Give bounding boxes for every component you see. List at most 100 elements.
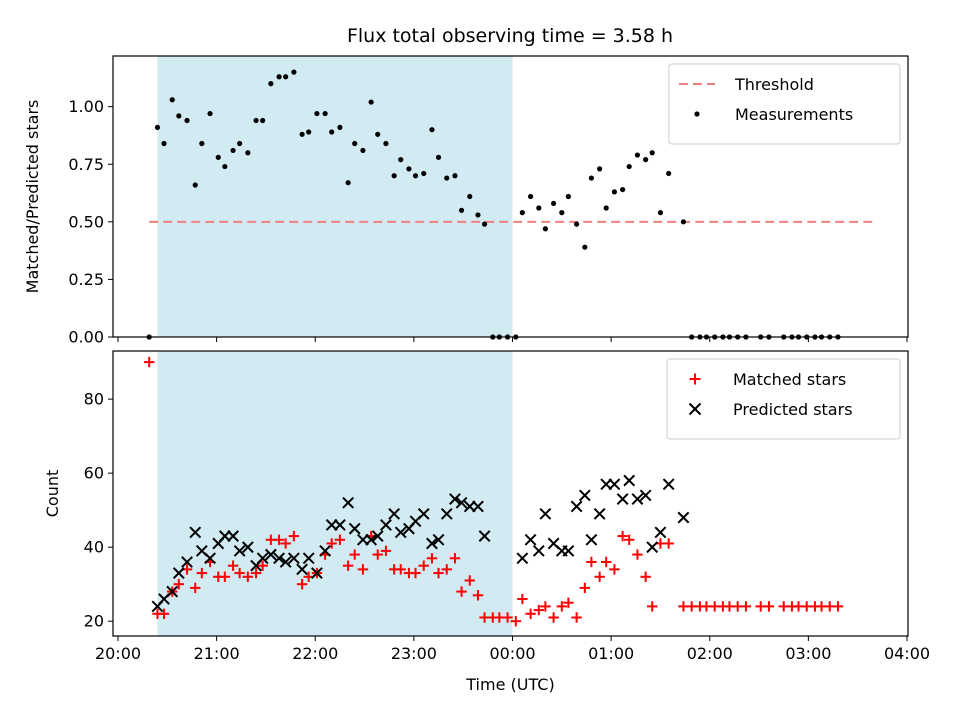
y-tick-label: 0.25	[68, 270, 104, 289]
x-tick-label: 20:00	[95, 644, 141, 663]
data-point-plus	[426, 553, 438, 564]
data-point-x	[256, 552, 269, 565]
data-point-dot	[467, 193, 473, 200]
highlight-span-rect	[157, 351, 513, 636]
x-tick-label: 04:00	[884, 644, 930, 663]
data-point-plus	[418, 560, 429, 571]
data-point-x	[227, 530, 239, 542]
data-point-x	[646, 541, 659, 554]
data-point-x	[623, 474, 636, 487]
data-point-dot	[421, 170, 427, 177]
data-point-dot	[230, 147, 236, 154]
data-point-plus	[763, 601, 775, 612]
legend-box	[666, 358, 901, 440]
data-point-plus	[410, 567, 421, 579]
x-tick-label: 22:00	[292, 644, 338, 663]
data-point-x	[342, 496, 355, 509]
data-point-dot	[429, 127, 435, 133]
data-point-dot	[680, 219, 687, 225]
x-tick-label: 01:00	[588, 644, 634, 663]
data-point-dot	[550, 200, 557, 207]
data-point-x	[394, 526, 407, 539]
data-point-dot	[475, 212, 481, 218]
data-point-x	[593, 507, 606, 520]
y-tick-label: 60	[84, 464, 104, 483]
x-tick-label: 23:00	[391, 644, 437, 663]
x-axis-label: Time (UTC)	[465, 675, 554, 694]
data-point-plus	[600, 556, 612, 568]
data-point-plus	[647, 601, 658, 612]
y-tick-label: 1.00	[68, 97, 104, 116]
data-point-dot	[666, 170, 672, 177]
data-point-dot	[329, 129, 335, 135]
data-point-dot	[444, 175, 450, 181]
legend-handle-x	[688, 402, 702, 416]
data-point-plus	[563, 597, 574, 608]
data-point-dot	[237, 140, 243, 147]
data-point-plus	[342, 560, 354, 571]
bottom-panel-y-ticks: 20 40 60 80	[84, 390, 113, 631]
data-point-dot	[276, 74, 282, 80]
data-point-plus	[357, 564, 369, 575]
data-point-dot	[649, 150, 655, 156]
data-point-x	[654, 526, 667, 539]
data-point-x	[166, 585, 179, 598]
data-point-dot	[657, 210, 664, 216]
data-point-dot	[643, 157, 649, 163]
data-point-x	[562, 544, 575, 557]
data-point-dot	[222, 163, 228, 170]
top-panel: 0.00 0.25 0.50 0.75 1.00 Matched/Predicted s…	[23, 55, 909, 347]
count-points	[144, 356, 844, 627]
data-point-dot	[603, 205, 609, 211]
data-point-dot	[458, 207, 465, 213]
bottom-panel-legend: Matched stars Predicted stars	[666, 358, 901, 440]
data-point-plus	[571, 612, 582, 623]
data-point-dot	[215, 154, 221, 160]
top-panel-x-ticks	[117, 337, 908, 342]
data-point-dot	[634, 152, 641, 158]
data-point-plus	[257, 560, 268, 571]
data-point-dot	[519, 210, 525, 216]
data-point-dot	[352, 140, 358, 147]
bottom-panel: 20 40 60 80 20:00 21:00 22:00 23:00 00:00 01:00 0…	[43, 350, 930, 663]
data-point-dot	[574, 221, 580, 227]
data-point-x	[365, 533, 378, 546]
data-point-x	[264, 548, 277, 561]
data-point-plus	[158, 608, 170, 619]
data-point-x	[181, 556, 193, 568]
data-point-dot	[620, 186, 626, 193]
data-point-plus	[395, 564, 406, 575]
data-point-dot	[383, 140, 389, 147]
data-point-plus	[280, 538, 291, 549]
data-point-dot	[412, 173, 419, 179]
data-point-plus	[548, 612, 559, 623]
data-point-plus	[372, 549, 383, 560]
data-point-plus	[525, 608, 536, 619]
data-point-dot	[588, 175, 595, 181]
data-point-plus	[579, 582, 591, 594]
top-panel-frame	[112, 55, 909, 338]
data-point-dot	[345, 180, 351, 186]
data-point-dot	[161, 140, 167, 147]
data-point-dot	[360, 147, 366, 154]
data-point-dot	[435, 154, 442, 160]
data-point-plus	[273, 534, 285, 545]
y-tick-label: 0.50	[68, 212, 104, 231]
data-point-dot	[542, 226, 548, 232]
y-tick-label: 40	[84, 538, 104, 557]
x-tick-label: 03:00	[785, 644, 831, 663]
legend-label: Predicted stars	[733, 400, 853, 419]
data-point-plus	[433, 567, 444, 579]
data-point-dot	[527, 193, 534, 200]
data-point-dot	[582, 244, 588, 250]
data-point-x	[319, 544, 332, 557]
data-point-x	[310, 567, 323, 579]
data-point-plus	[832, 601, 844, 612]
data-point-dot	[268, 81, 274, 87]
x-tick-label: 02:00	[687, 644, 733, 663]
data-point-x	[616, 493, 629, 505]
data-point-x	[639, 489, 652, 502]
data-point-plus	[296, 578, 308, 590]
data-point-dot	[253, 117, 259, 124]
data-point-plus	[380, 545, 392, 557]
